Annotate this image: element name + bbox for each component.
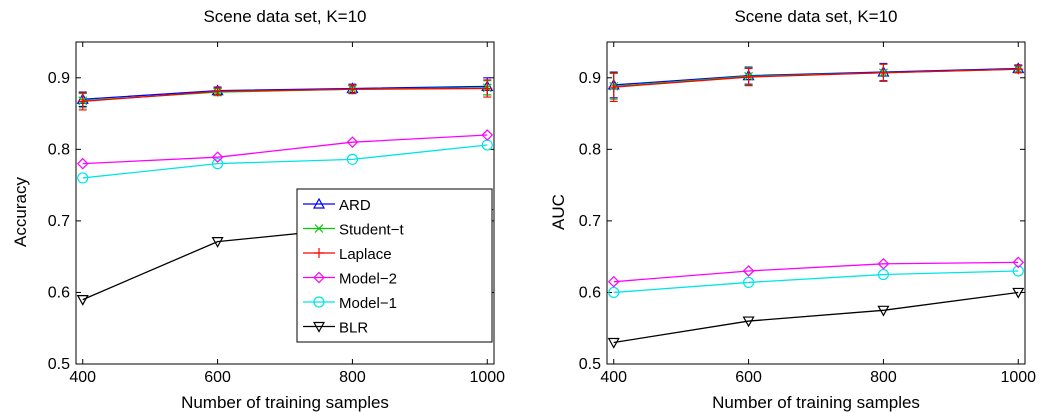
y-tick-label: 0.8 [48, 141, 70, 158]
chart-title: Scene data set, K=10 [734, 7, 897, 26]
legend-label: BLR [339, 320, 368, 337]
data-point [1012, 287, 1025, 299]
series-line [613, 261, 1019, 283]
series-line [613, 68, 1019, 88]
x-tick-label: 400 [69, 369, 96, 386]
data-point [742, 316, 755, 328]
data-point [481, 129, 494, 141]
accuracy-chart: Scene data set, K=10 Number of training … [11, 7, 505, 412]
axis-ticks: 400 600 800 1000 0.5 0.6 0.7 0.8 0.9 [48, 42, 505, 386]
data-point [877, 305, 890, 317]
y-tick-label: 0.7 [579, 213, 601, 230]
data-point [482, 83, 493, 94]
x-tick-label: 800 [870, 369, 897, 386]
y-tick-label: 0.6 [48, 284, 70, 301]
data-point [607, 337, 620, 349]
legend-marker [313, 271, 325, 284]
data-point [742, 265, 755, 277]
series-line [613, 291, 1019, 344]
legend-label: Model−1 [339, 295, 397, 312]
data-point [1012, 265, 1024, 277]
legend-marker [314, 224, 324, 233]
x-tick-label: 600 [735, 369, 762, 386]
x-tick-label: 800 [339, 369, 366, 386]
legend-label: Laplace [339, 246, 392, 263]
x-axis-label: Number of training samples [181, 393, 389, 412]
data-point [742, 276, 755, 289]
data-point [1012, 256, 1025, 269]
y-tick-label: 0.9 [48, 70, 70, 87]
y-tick-label: 0.7 [48, 213, 70, 230]
series-line [82, 87, 488, 103]
y-tick-label: 0.5 [579, 356, 601, 373]
chart-title: Scene data set, K=10 [203, 7, 366, 26]
data-point [211, 158, 224, 170]
data-point [211, 237, 224, 248]
data-point [347, 84, 358, 95]
legend-label: ARD [339, 197, 371, 214]
x-tick-label: 1000 [1000, 369, 1036, 386]
x-tick-label: 400 [600, 369, 627, 386]
legend-marker [313, 296, 325, 308]
y-tick-label: 0.5 [48, 356, 70, 373]
data-point [77, 172, 89, 184]
legend-label: Model−2 [339, 271, 397, 288]
series-line [82, 144, 488, 179]
y-tick-label: 0.8 [579, 141, 601, 158]
y-tick-label: 0.9 [579, 70, 601, 87]
data-point [346, 136, 359, 149]
data-point [1013, 64, 1024, 75]
data-point [77, 96, 88, 107]
series-line [613, 67, 1019, 86]
legend-box [296, 188, 493, 343]
auc-chart: Scene data set, K=10 Number of training … [549, 7, 1036, 412]
series-line [82, 85, 488, 100]
plot-area [606, 41, 1026, 365]
y-axis-label: AUC [549, 194, 568, 230]
series-group [76, 77, 494, 306]
data-point [607, 275, 620, 288]
y-tick-label: 0.6 [579, 284, 601, 301]
data-point [346, 153, 359, 165]
data-point [212, 86, 223, 97]
axis-ticks: 400 600 800 1000 0.5 0.6 0.7 0.8 0.9 [579, 42, 1036, 386]
x-tick-label: 600 [204, 369, 231, 386]
data-point [608, 82, 619, 93]
data-point [877, 257, 890, 270]
series-line [613, 270, 1019, 294]
data-point [211, 151, 224, 164]
legend: ARD Student−t Laplace Model−2 Model−1 BLR [296, 188, 493, 343]
x-tick-label: 1000 [469, 369, 505, 386]
series-line [82, 134, 488, 165]
legend-marker [312, 321, 326, 333]
legend-marker [314, 248, 324, 258]
data-point [878, 67, 889, 78]
data-point [76, 157, 89, 170]
x-axis-label: Number of training samples [712, 393, 920, 412]
data-point [743, 72, 754, 83]
legend-marker [312, 197, 326, 209]
data-point [76, 295, 89, 306]
y-axis-label: Accuracy [11, 177, 30, 247]
legend-label: Student−t [339, 222, 404, 239]
series-group [607, 62, 1025, 349]
